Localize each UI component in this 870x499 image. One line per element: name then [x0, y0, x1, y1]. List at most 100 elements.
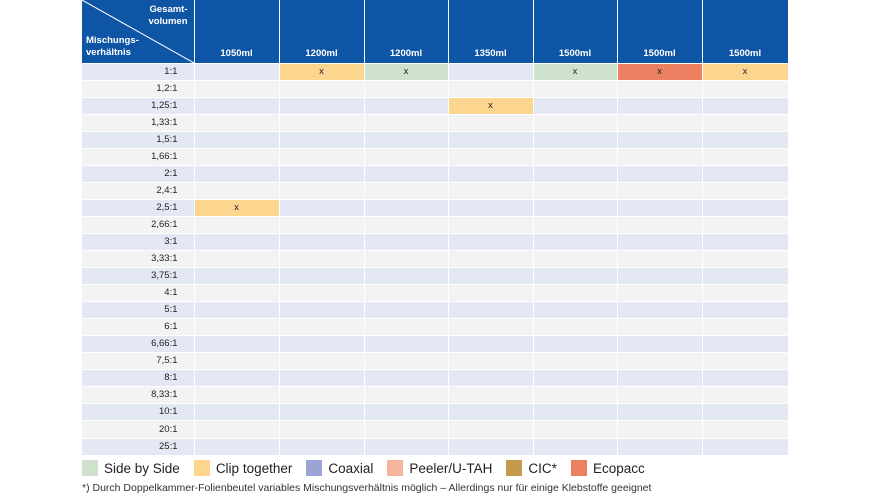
- table-cell: [194, 164, 280, 183]
- table-cell: [194, 267, 280, 285]
- table-cell: [194, 386, 280, 404]
- ratio-cell: 1,2:1: [82, 79, 195, 98]
- table-cell: [194, 232, 280, 251]
- header-row: Gesamt- volumen Mischungs- verhältnis 10…: [82, 0, 789, 63]
- table-cell: [448, 130, 534, 149]
- table-cell: [364, 335, 449, 353]
- table-cell: [279, 250, 365, 268]
- table-cell: [364, 147, 449, 166]
- table-cell: [702, 420, 789, 439]
- column-header: 1200ml: [279, 0, 365, 63]
- table-cell: [617, 96, 703, 115]
- table-cell: [533, 232, 618, 251]
- table-cell: [702, 284, 789, 302]
- table-cell: [448, 437, 534, 456]
- table-cell: [702, 403, 789, 421]
- table-cell: [533, 301, 618, 319]
- legend-swatch: [506, 460, 523, 476]
- ratio-cell: 1,66:1: [82, 147, 195, 166]
- column-header: 1350ml: [448, 0, 534, 63]
- table-cell: [194, 147, 280, 166]
- table-cell: [702, 113, 789, 132]
- table-row: 7,5:1: [82, 352, 789, 370]
- table-cell: [279, 181, 365, 200]
- table-row: 2,4:1: [82, 181, 789, 200]
- legend-item-ecopacc: Ecopacc: [570, 460, 645, 476]
- table-cell: [364, 96, 449, 115]
- table-cell: [702, 386, 789, 404]
- table-cell: [702, 215, 789, 234]
- ratio-cell: 6,66:1: [82, 335, 195, 353]
- legend-swatch: [306, 460, 323, 476]
- table-cell: [279, 420, 365, 439]
- table-cell: [194, 437, 280, 456]
- table-cell: [533, 250, 618, 268]
- compatibility-table: Gesamt- volumen Mischungs- verhältnis 10…: [82, 0, 789, 456]
- table-cell: [364, 301, 449, 319]
- ratio-cell: 5:1: [82, 301, 195, 319]
- table-cell: [364, 352, 449, 370]
- table-cell: [617, 284, 703, 302]
- table-cell: [364, 250, 449, 268]
- table-cell: [194, 215, 280, 234]
- legend-label: Side by Side: [104, 460, 180, 476]
- table-cell: [364, 369, 449, 387]
- table-cell: [279, 369, 365, 387]
- table-cell: [279, 335, 365, 353]
- table-cell: [448, 420, 534, 439]
- table-cell: [617, 130, 703, 149]
- table-row: 2,66:1: [82, 215, 789, 234]
- ratio-cell: 8,33:1: [82, 386, 195, 404]
- table-row: 2:1: [82, 164, 789, 183]
- table-cell: [194, 369, 280, 387]
- ratio-cell: 8:1: [82, 369, 195, 387]
- table-cell: [448, 250, 534, 268]
- ratio-cell: 2,5:1: [82, 198, 195, 217]
- table-cell: [279, 164, 365, 183]
- legend-item-peeler: Peeler/U-TAH: [387, 460, 492, 476]
- table-cell: [617, 232, 703, 251]
- table-cell: [194, 130, 280, 149]
- column-header: 1500ml: [702, 0, 789, 63]
- table-cell: [448, 147, 534, 166]
- ratio-cell: 2,66:1: [82, 215, 195, 234]
- ratio-cell: 10:1: [82, 403, 195, 421]
- table-cell: [364, 79, 449, 98]
- table-cell: [364, 386, 449, 404]
- table-cell: [533, 386, 618, 404]
- table-cell: [533, 130, 618, 149]
- table-cell: [364, 403, 449, 421]
- table-cell: [533, 352, 618, 370]
- table-cell: [364, 284, 449, 302]
- table-cell: [448, 386, 534, 404]
- table-cell: [533, 96, 618, 115]
- table-cell: [448, 284, 534, 302]
- table-cell: [279, 267, 365, 285]
- table-cell: [617, 369, 703, 387]
- ratio-cell: 3:1: [82, 232, 195, 251]
- table-cell: [533, 284, 618, 302]
- ratio-cell: 3,75:1: [82, 267, 195, 285]
- table-cell: [617, 335, 703, 353]
- table-cell: [533, 267, 618, 285]
- ratio-cell: 2,4:1: [82, 181, 195, 200]
- table-cell: [702, 198, 789, 217]
- legend-item-side-by-side: Side by Side: [82, 460, 180, 476]
- table-cell: [279, 147, 365, 166]
- table-cell: x: [279, 62, 365, 81]
- legend-label: Coaxial: [328, 460, 374, 476]
- legend-item-cic: CIC*: [506, 460, 557, 476]
- table-cell: [194, 113, 280, 132]
- table-cell: [448, 164, 534, 183]
- table-cell: [702, 181, 789, 200]
- table-cell: [194, 301, 280, 319]
- table-cell: [533, 369, 618, 387]
- table-cell: x: [533, 62, 618, 81]
- ratio-cell: 7,5:1: [82, 352, 195, 370]
- table-cell: [533, 437, 618, 456]
- table-cell: [617, 267, 703, 285]
- ratio-cell: 1,25:1: [82, 96, 195, 115]
- ratio-cell: 25:1: [82, 437, 195, 456]
- volume-label-line1: Gesamt-: [149, 4, 188, 15]
- table-cell: [702, 369, 789, 387]
